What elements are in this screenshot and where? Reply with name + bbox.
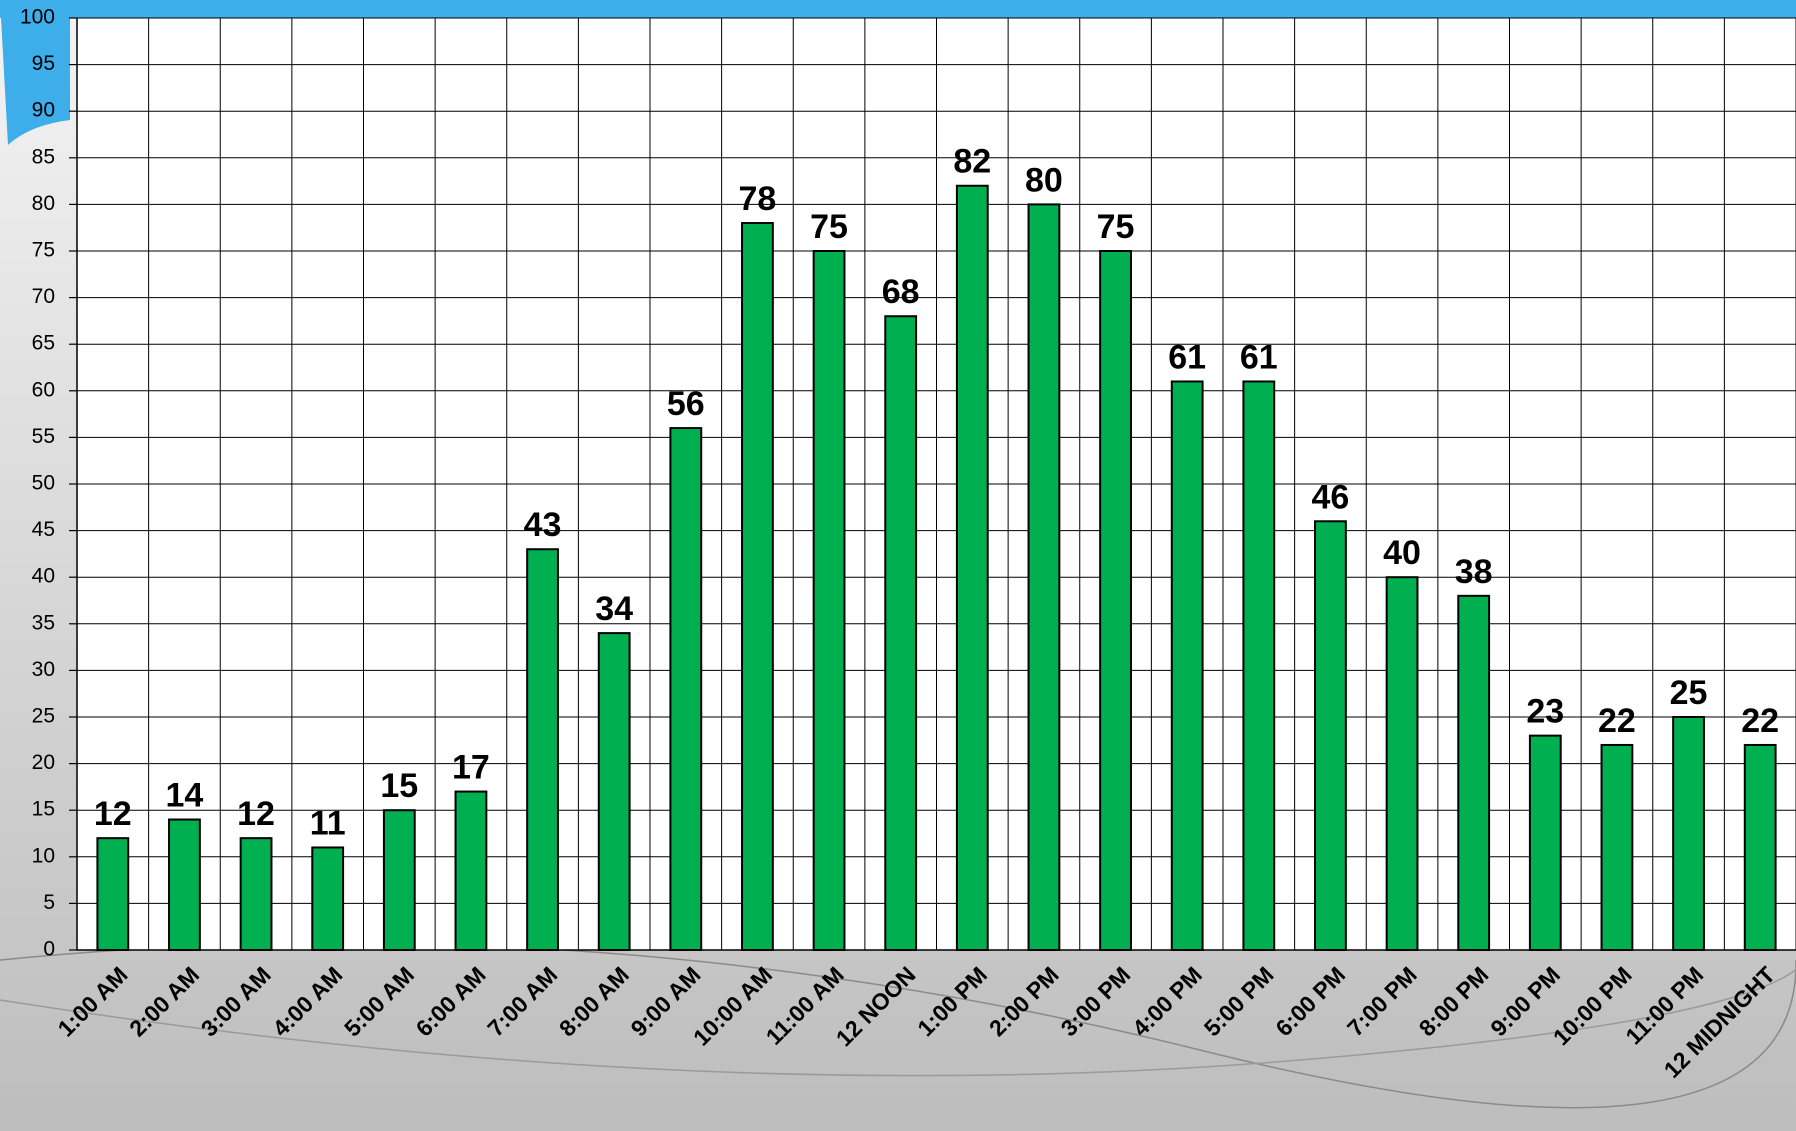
value-label: 25 bbox=[1670, 674, 1708, 712]
bar bbox=[669, 427, 703, 951]
y-tick-label: 85 bbox=[32, 145, 55, 168]
y-tick-label: 40 bbox=[32, 565, 55, 588]
y-tick-label: 45 bbox=[32, 518, 55, 541]
bar bbox=[1027, 203, 1061, 951]
y-tick-label: 70 bbox=[32, 285, 55, 308]
top-band bbox=[0, 0, 1796, 18]
y-tick-label: 55 bbox=[32, 425, 55, 448]
bar bbox=[1672, 716, 1705, 951]
bar bbox=[812, 250, 846, 951]
bar bbox=[1170, 380, 1204, 952]
value-label: 38 bbox=[1455, 553, 1493, 591]
y-tick-label: 5 bbox=[43, 891, 55, 914]
bar bbox=[1600, 743, 1634, 952]
value-label: 40 bbox=[1383, 534, 1421, 572]
value-label: 12 bbox=[237, 795, 275, 833]
bar bbox=[1099, 250, 1132, 951]
y-tick-label: 60 bbox=[32, 378, 55, 401]
value-label: 34 bbox=[595, 590, 633, 628]
y-tick-label: 75 bbox=[32, 239, 55, 262]
value-label: 22 bbox=[1598, 702, 1636, 740]
decor-curve bbox=[0, 920, 1796, 1077]
value-label: 80 bbox=[1025, 161, 1063, 199]
value-label: 68 bbox=[882, 273, 920, 311]
value-label: 12 bbox=[94, 795, 132, 833]
y-tick-label: 15 bbox=[32, 798, 55, 821]
bar bbox=[1385, 576, 1419, 951]
y-tick-label: 65 bbox=[32, 332, 55, 355]
bar bbox=[1528, 734, 1562, 952]
value-label: 22 bbox=[1741, 702, 1779, 740]
value-label: 11 bbox=[310, 804, 346, 842]
value-label: 46 bbox=[1312, 478, 1350, 516]
y-tick-label: 100 bbox=[20, 6, 55, 29]
bar bbox=[239, 837, 273, 951]
value-label: 75 bbox=[1097, 208, 1135, 246]
value-label: 61 bbox=[1168, 338, 1206, 376]
corner-accent bbox=[0, 0, 70, 145]
bar bbox=[1242, 380, 1276, 952]
bar bbox=[96, 837, 130, 951]
bar bbox=[955, 184, 989, 951]
value-label: 61 bbox=[1240, 338, 1278, 376]
bar bbox=[1457, 594, 1491, 952]
y-tick-label: 10 bbox=[32, 844, 55, 867]
bar bbox=[311, 846, 345, 951]
bar bbox=[741, 222, 774, 952]
bar bbox=[1743, 743, 1777, 952]
y-tick-label: 90 bbox=[32, 99, 55, 122]
y-tick-label: 35 bbox=[32, 611, 55, 634]
bar bbox=[168, 818, 201, 952]
value-label: 14 bbox=[166, 777, 204, 815]
value-label: 78 bbox=[739, 180, 777, 218]
value-label: 56 bbox=[667, 385, 705, 423]
y-tick-label: 50 bbox=[32, 472, 55, 495]
y-tick-label: 0 bbox=[43, 938, 55, 961]
y-tick-label: 30 bbox=[32, 658, 55, 681]
bar bbox=[884, 315, 918, 951]
bar bbox=[454, 790, 488, 951]
bar bbox=[526, 548, 559, 951]
value-label: 17 bbox=[452, 749, 490, 787]
value-label: 15 bbox=[380, 767, 418, 805]
bar bbox=[597, 632, 631, 951]
y-tick-label: 25 bbox=[32, 705, 55, 728]
bar bbox=[382, 809, 416, 952]
value-label: 75 bbox=[810, 208, 848, 246]
value-label: 23 bbox=[1526, 693, 1564, 731]
value-label: 43 bbox=[524, 506, 562, 544]
y-tick-label: 80 bbox=[32, 192, 55, 215]
bar bbox=[1314, 520, 1347, 952]
y-tick-label: 20 bbox=[32, 751, 55, 774]
y-tick-label: 95 bbox=[32, 52, 55, 75]
value-label: 82 bbox=[953, 143, 991, 181]
